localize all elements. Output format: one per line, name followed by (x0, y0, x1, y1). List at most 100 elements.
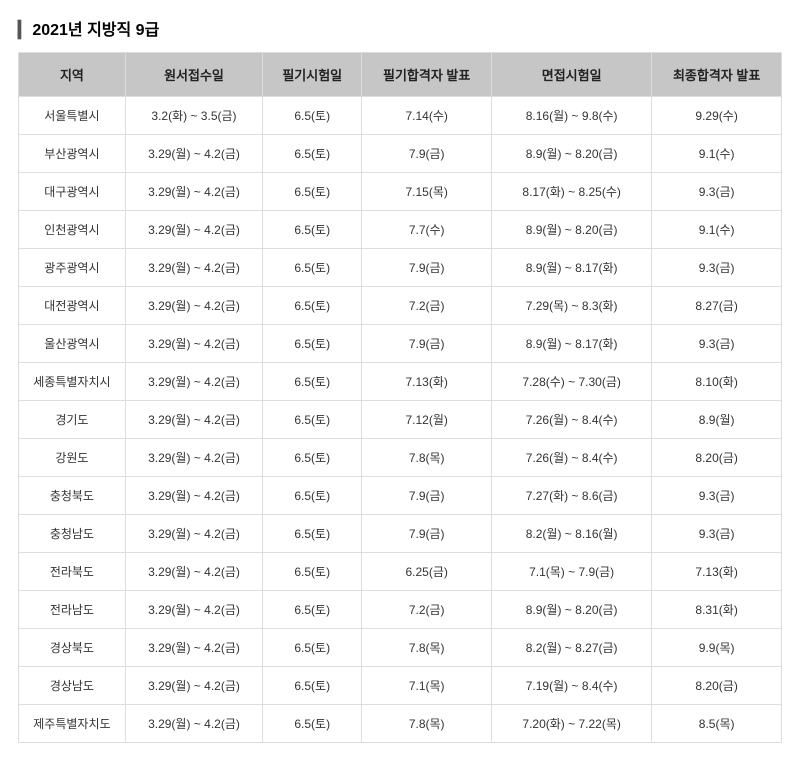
table-cell: 7.1(목) (362, 667, 492, 705)
table-cell: 3.29(월) ~ 4.2(금) (125, 477, 262, 515)
table-cell: 6.5(토) (263, 705, 362, 743)
table-row: 충청북도3.29(월) ~ 4.2(금)6.5(토)7.9(금)7.27(화) … (19, 477, 782, 515)
table-row: 강원도3.29(월) ~ 4.2(금)6.5(토)7.8(목)7.26(월) ~… (19, 439, 782, 477)
col-interview: 면접시험일 (492, 53, 652, 97)
table-cell: 3.29(월) ~ 4.2(금) (125, 705, 262, 743)
table-cell: 7.1(목) ~ 7.9(금) (492, 553, 652, 591)
table-cell: 9.9(목) (652, 629, 782, 667)
table-cell: 3.29(월) ~ 4.2(금) (125, 287, 262, 325)
table-cell: 6.5(토) (263, 363, 362, 401)
table-cell: 8.16(월) ~ 9.8(수) (492, 97, 652, 135)
table-cell: 6.5(토) (263, 135, 362, 173)
col-written-result: 필기합격자 발표 (362, 53, 492, 97)
table-cell: 3.29(월) ~ 4.2(금) (125, 667, 262, 705)
table-cell: 8.9(월) ~ 8.20(금) (492, 211, 652, 249)
table-cell: 7.2(금) (362, 287, 492, 325)
col-application: 원서접수일 (125, 53, 262, 97)
table-cell: 3.29(월) ~ 4.2(금) (125, 135, 262, 173)
table-row: 광주광역시3.29(월) ~ 4.2(금)6.5(토)7.9(금)8.9(월) … (19, 249, 782, 287)
table-cell: 3.29(월) ~ 4.2(금) (125, 591, 262, 629)
table-cell: 7.20(화) ~ 7.22(목) (492, 705, 652, 743)
table-cell: 제주특별자치도 (19, 705, 126, 743)
table-cell: 7.9(금) (362, 477, 492, 515)
table-row: 인천광역시3.29(월) ~ 4.2(금)6.5(토)7.7(수)8.9(월) … (19, 211, 782, 249)
table-cell: 부산광역시 (19, 135, 126, 173)
table-cell: 울산광역시 (19, 325, 126, 363)
table-row: 충청남도3.29(월) ~ 4.2(금)6.5(토)7.9(금)8.2(월) ~… (19, 515, 782, 553)
table-cell: 8.9(월) ~ 8.17(화) (492, 249, 652, 287)
table-cell: 6.5(토) (263, 249, 362, 287)
table-cell: 6.5(토) (263, 439, 362, 477)
table-cell: 6.5(토) (263, 477, 362, 515)
table-cell: 6.5(토) (263, 401, 362, 439)
table-cell: 3.29(월) ~ 4.2(금) (125, 401, 262, 439)
table-cell: 9.3(금) (652, 515, 782, 553)
table-cell: 7.28(수) ~ 7.30(금) (492, 363, 652, 401)
table-cell: 7.12(월) (362, 401, 492, 439)
table-cell: 세종특별자치시 (19, 363, 126, 401)
table-cell: 7.19(월) ~ 8.4(수) (492, 667, 652, 705)
table-cell: 3.29(월) ~ 4.2(금) (125, 629, 262, 667)
table-row: 경상북도3.29(월) ~ 4.2(금)6.5(토)7.8(목)8.2(월) ~… (19, 629, 782, 667)
table-cell: 7.9(금) (362, 135, 492, 173)
table-cell: 6.5(토) (263, 591, 362, 629)
table-row: 경기도3.29(월) ~ 4.2(금)6.5(토)7.12(월)7.26(월) … (19, 401, 782, 439)
table-row: 전라남도3.29(월) ~ 4.2(금)6.5(토)7.2(금)8.9(월) ~… (19, 591, 782, 629)
table-cell: 8.9(월) (652, 401, 782, 439)
table-header-row: 지역 원서접수일 필기시험일 필기합격자 발표 면접시험일 최종합격자 발표 (19, 53, 782, 97)
table-cell: 경상남도 (19, 667, 126, 705)
table-cell: 9.3(금) (652, 173, 782, 211)
table-cell: 8.5(목) (652, 705, 782, 743)
table-cell: 3.29(월) ~ 4.2(금) (125, 439, 262, 477)
table-cell: 9.1(수) (652, 135, 782, 173)
table-cell: 8.9(월) ~ 8.20(금) (492, 135, 652, 173)
table-cell: 8.2(월) ~ 8.27(금) (492, 629, 652, 667)
table-cell: 7.14(수) (362, 97, 492, 135)
table-cell: 광주광역시 (19, 249, 126, 287)
page-title: 2021년 지방직 9급 (18, 16, 782, 40)
table-cell: 7.26(월) ~ 8.4(수) (492, 439, 652, 477)
table-cell: 7.26(월) ~ 8.4(수) (492, 401, 652, 439)
col-region: 지역 (19, 53, 126, 97)
table-cell: 충청북도 (19, 477, 126, 515)
col-final-result: 최종합격자 발표 (652, 53, 782, 97)
table-cell: 8.17(화) ~ 8.25(수) (492, 173, 652, 211)
table-cell: 3.2(화) ~ 3.5(금) (125, 97, 262, 135)
schedule-table: 지역 원서접수일 필기시험일 필기합격자 발표 면접시험일 최종합격자 발표 서… (18, 52, 782, 743)
table-body: 서울특별시3.2(화) ~ 3.5(금)6.5(토)7.14(수)8.16(월)… (19, 97, 782, 743)
table-cell: 6.5(토) (263, 325, 362, 363)
table-cell: 7.2(금) (362, 591, 492, 629)
table-cell: 7.9(금) (362, 515, 492, 553)
table-row: 대구광역시3.29(월) ~ 4.2(금)6.5(토)7.15(목)8.17(화… (19, 173, 782, 211)
table-cell: 6.5(토) (263, 667, 362, 705)
table-cell: 6.5(토) (263, 97, 362, 135)
table-cell: 7.8(목) (362, 705, 492, 743)
table-row: 서울특별시3.2(화) ~ 3.5(금)6.5(토)7.14(수)8.16(월)… (19, 97, 782, 135)
table-cell: 7.7(수) (362, 211, 492, 249)
table-cell: 8.9(월) ~ 8.17(화) (492, 325, 652, 363)
table-cell: 7.13(화) (652, 553, 782, 591)
table-row: 대전광역시3.29(월) ~ 4.2(금)6.5(토)7.2(금)7.29(목)… (19, 287, 782, 325)
table-cell: 9.3(금) (652, 325, 782, 363)
table-cell: 6.5(토) (263, 553, 362, 591)
table-cell: 3.29(월) ~ 4.2(금) (125, 363, 262, 401)
table-cell: 6.5(토) (263, 211, 362, 249)
table-cell: 6.25(금) (362, 553, 492, 591)
table-row: 경상남도3.29(월) ~ 4.2(금)6.5(토)7.1(목)7.19(월) … (19, 667, 782, 705)
table-cell: 3.29(월) ~ 4.2(금) (125, 515, 262, 553)
table-cell: 대전광역시 (19, 287, 126, 325)
table-cell: 7.8(목) (362, 629, 492, 667)
table-row: 제주특별자치도3.29(월) ~ 4.2(금)6.5(토)7.8(목)7.20(… (19, 705, 782, 743)
table-cell: 9.29(수) (652, 97, 782, 135)
table-cell: 6.5(토) (263, 515, 362, 553)
table-cell: 9.3(금) (652, 249, 782, 287)
table-cell: 충청남도 (19, 515, 126, 553)
table-cell: 8.2(월) ~ 8.16(월) (492, 515, 652, 553)
table-cell: 7.27(화) ~ 8.6(금) (492, 477, 652, 515)
table-cell: 인천광역시 (19, 211, 126, 249)
table-row: 전라북도3.29(월) ~ 4.2(금)6.5(토)6.25(금)7.1(목) … (19, 553, 782, 591)
table-cell: 7.15(목) (362, 173, 492, 211)
table-cell: 8.9(월) ~ 8.20(금) (492, 591, 652, 629)
table-cell: 7.13(화) (362, 363, 492, 401)
table-cell: 8.10(화) (652, 363, 782, 401)
